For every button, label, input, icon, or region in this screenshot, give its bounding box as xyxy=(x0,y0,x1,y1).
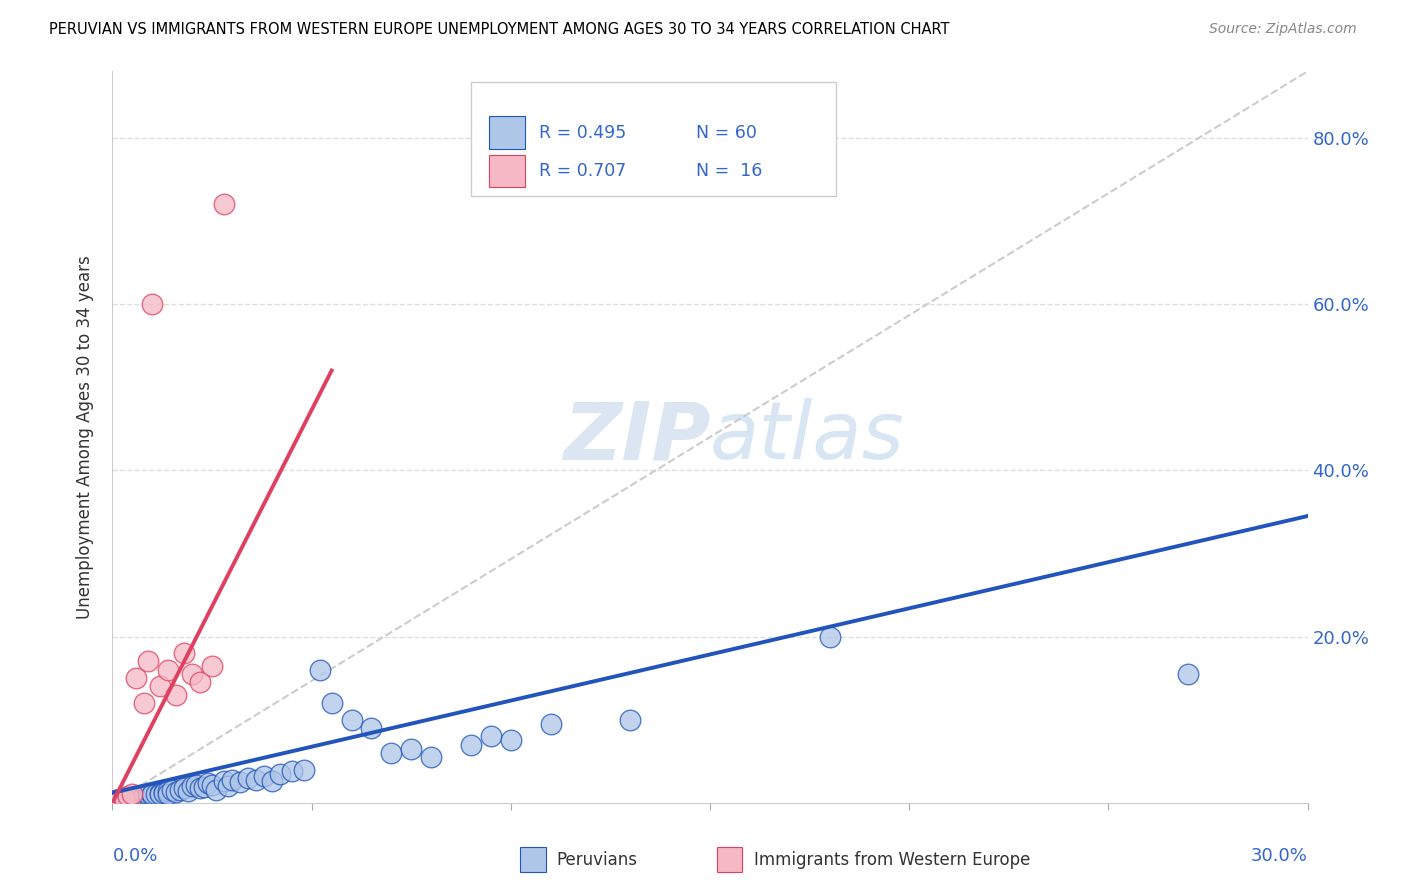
Point xyxy=(201,658,224,673)
Text: PERUVIAN VS IMMIGRANTS FROM WESTERN EUROPE UNEMPLOYMENT AMONG AGES 30 TO 34 YEAR: PERUVIAN VS IMMIGRANTS FROM WESTERN EURO… xyxy=(49,22,949,37)
Point xyxy=(149,786,172,800)
Point xyxy=(162,783,183,797)
Point xyxy=(401,741,423,756)
Point xyxy=(201,778,224,792)
Point xyxy=(260,774,283,789)
Point xyxy=(340,713,363,727)
Point xyxy=(818,630,841,644)
Point xyxy=(145,788,167,802)
Point xyxy=(134,696,156,710)
Point xyxy=(169,782,191,797)
Point xyxy=(173,646,195,660)
Point xyxy=(165,688,187,702)
Point xyxy=(110,792,132,806)
Point xyxy=(117,792,139,806)
Point xyxy=(236,771,259,785)
Point xyxy=(138,655,160,669)
Point xyxy=(149,787,172,801)
Point xyxy=(221,772,243,787)
Point xyxy=(129,789,152,804)
Point xyxy=(380,746,402,760)
Point xyxy=(121,790,143,805)
Point xyxy=(134,790,156,805)
Point xyxy=(125,791,148,805)
Point xyxy=(153,785,176,799)
Point xyxy=(269,766,291,780)
Point xyxy=(134,789,156,803)
Bar xyxy=(489,154,524,187)
Text: ZIP: ZIP xyxy=(562,398,710,476)
Point xyxy=(153,786,176,800)
Point xyxy=(281,764,304,779)
Point xyxy=(292,763,315,777)
Point xyxy=(117,789,139,804)
Point xyxy=(420,750,443,764)
Point xyxy=(619,713,641,727)
Point xyxy=(177,784,200,798)
Point xyxy=(460,738,482,752)
Point xyxy=(105,793,128,807)
Point xyxy=(212,197,235,211)
Text: Source: ZipAtlas.com: Source: ZipAtlas.com xyxy=(1209,22,1357,37)
Point xyxy=(121,789,143,804)
Point xyxy=(138,788,160,802)
Point xyxy=(186,778,208,792)
Text: 30.0%: 30.0% xyxy=(1251,847,1308,864)
Point xyxy=(308,663,330,677)
Text: atlas: atlas xyxy=(710,398,905,476)
Point xyxy=(114,790,135,805)
Point xyxy=(125,789,148,804)
Text: Immigrants from Western Europe: Immigrants from Western Europe xyxy=(754,851,1031,869)
Point xyxy=(181,667,204,681)
Point xyxy=(321,696,343,710)
Text: R = 0.707: R = 0.707 xyxy=(538,161,626,180)
Point xyxy=(229,775,252,789)
Point xyxy=(217,779,239,793)
Point xyxy=(149,680,172,694)
Point xyxy=(121,788,143,802)
Point xyxy=(105,793,128,807)
Text: Peruvians: Peruvians xyxy=(557,851,638,869)
Point xyxy=(114,791,135,805)
Point xyxy=(141,789,163,803)
Point xyxy=(499,733,522,747)
Point xyxy=(245,772,267,787)
Point xyxy=(360,721,382,735)
Point xyxy=(173,780,195,795)
Point xyxy=(540,716,562,731)
Text: 0.0%: 0.0% xyxy=(112,847,157,864)
Point xyxy=(157,663,180,677)
Bar xyxy=(489,116,524,149)
Point xyxy=(165,785,187,799)
Point xyxy=(157,788,180,802)
FancyBboxPatch shape xyxy=(471,82,835,195)
Point xyxy=(193,780,215,794)
Text: N =  16: N = 16 xyxy=(696,161,762,180)
Point xyxy=(114,790,135,805)
Point xyxy=(479,729,502,743)
Text: R = 0.495: R = 0.495 xyxy=(538,124,626,142)
Point xyxy=(138,789,160,804)
Point xyxy=(157,784,180,798)
Point xyxy=(205,782,228,797)
Y-axis label: Unemployment Among Ages 30 to 34 years: Unemployment Among Ages 30 to 34 years xyxy=(76,255,94,619)
Text: N = 60: N = 60 xyxy=(696,124,756,142)
Point xyxy=(253,769,276,783)
Point xyxy=(1177,667,1199,681)
Point xyxy=(125,671,148,685)
Point xyxy=(181,779,204,793)
Point xyxy=(197,776,219,790)
Point xyxy=(141,297,163,311)
Point xyxy=(188,675,211,690)
Point xyxy=(188,780,211,795)
Point xyxy=(212,774,235,789)
Point xyxy=(141,787,163,801)
